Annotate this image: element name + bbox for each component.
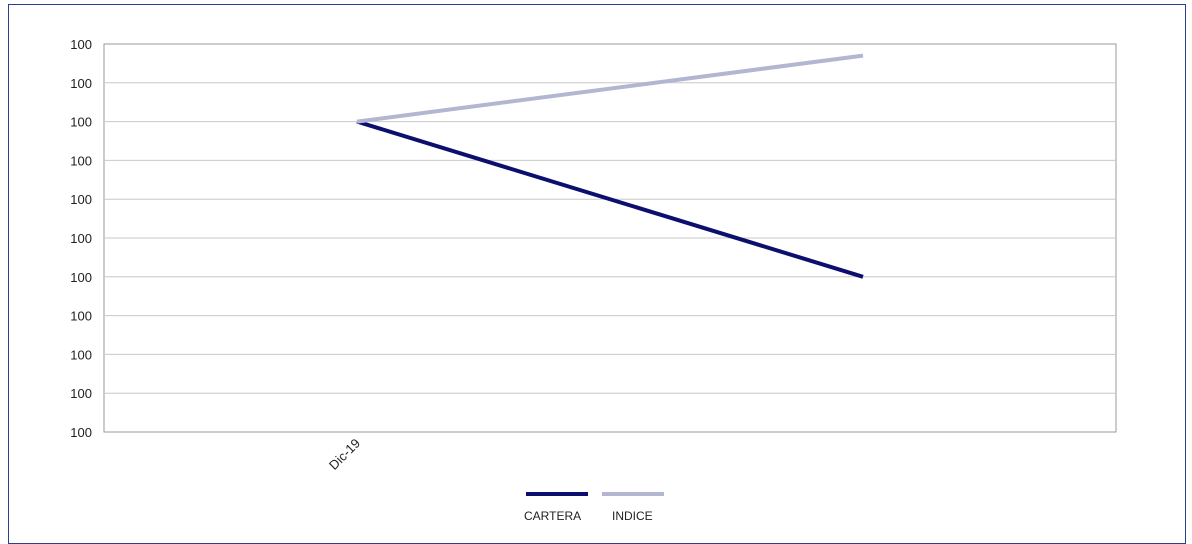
y-tick-label: 100 xyxy=(70,270,92,285)
legend-label: INDICE xyxy=(612,509,653,523)
y-tick-label: 100 xyxy=(70,425,92,440)
x-tick-label: Dic-19 xyxy=(326,436,363,473)
y-tick-label: 100 xyxy=(70,309,92,324)
y-tick-label: 100 xyxy=(70,115,92,130)
series-line-indice xyxy=(356,53,864,124)
legend-label: CARTERA xyxy=(524,509,581,523)
legend: CARTERA INDICE xyxy=(524,492,664,523)
y-tick-label: 100 xyxy=(70,153,92,168)
series-lines xyxy=(356,53,864,279)
x-axis-ticks: Dic-19 xyxy=(326,436,363,473)
series-line-cartera xyxy=(356,119,864,279)
y-tick-label: 100 xyxy=(70,76,92,91)
y-axis-ticks: 100 100 100 100 100 100 100 100 100 100 100 xyxy=(70,37,92,440)
y-tick-label: 100 xyxy=(70,386,92,401)
grid-lines xyxy=(104,82,1116,394)
y-tick-label: 100 xyxy=(70,37,92,52)
y-tick-label: 100 xyxy=(70,347,92,362)
y-tick-label: 100 xyxy=(70,192,92,207)
y-tick-label: 100 xyxy=(70,231,92,246)
